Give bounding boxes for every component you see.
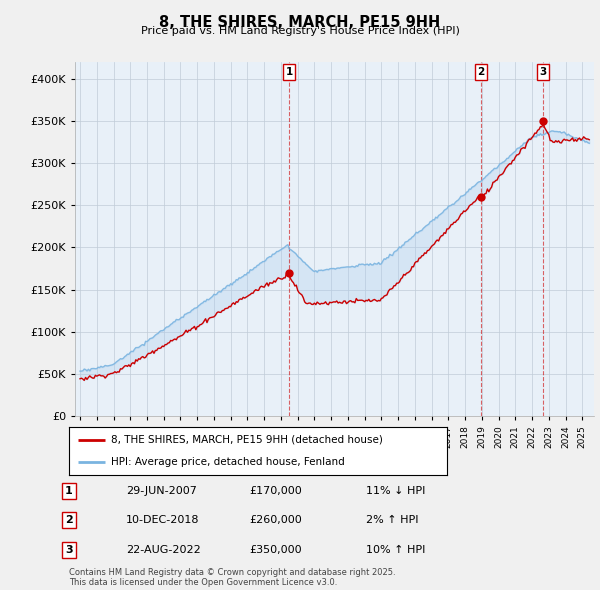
Text: 8, THE SHIRES, MARCH, PE15 9HH (detached house): 8, THE SHIRES, MARCH, PE15 9HH (detached… bbox=[110, 435, 382, 445]
Text: 10% ↑ HPI: 10% ↑ HPI bbox=[366, 545, 425, 555]
Text: Price paid vs. HM Land Registry's House Price Index (HPI): Price paid vs. HM Land Registry's House … bbox=[140, 26, 460, 36]
Text: 2% ↑ HPI: 2% ↑ HPI bbox=[366, 516, 419, 525]
Text: 2: 2 bbox=[65, 516, 73, 525]
Text: 29-JUN-2007: 29-JUN-2007 bbox=[126, 486, 197, 496]
Text: 10-DEC-2018: 10-DEC-2018 bbox=[126, 516, 199, 525]
Text: 2: 2 bbox=[477, 67, 484, 77]
Text: £170,000: £170,000 bbox=[249, 486, 302, 496]
Text: 22-AUG-2022: 22-AUG-2022 bbox=[126, 545, 201, 555]
Text: £260,000: £260,000 bbox=[249, 516, 302, 525]
Text: Contains HM Land Registry data © Crown copyright and database right 2025.
This d: Contains HM Land Registry data © Crown c… bbox=[69, 568, 395, 587]
Text: 11% ↓ HPI: 11% ↓ HPI bbox=[366, 486, 425, 496]
Text: 1: 1 bbox=[286, 67, 293, 77]
Text: 1: 1 bbox=[65, 486, 73, 496]
Text: 8, THE SHIRES, MARCH, PE15 9HH: 8, THE SHIRES, MARCH, PE15 9HH bbox=[160, 15, 440, 30]
Text: £350,000: £350,000 bbox=[249, 545, 302, 555]
Text: 3: 3 bbox=[65, 545, 73, 555]
Text: 3: 3 bbox=[539, 67, 547, 77]
Text: HPI: Average price, detached house, Fenland: HPI: Average price, detached house, Fenl… bbox=[110, 457, 344, 467]
